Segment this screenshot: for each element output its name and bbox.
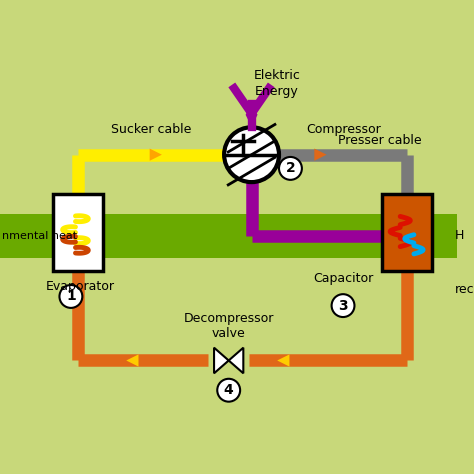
Bar xyxy=(53,193,103,271)
Circle shape xyxy=(224,127,279,182)
Text: 4: 4 xyxy=(224,383,234,397)
Circle shape xyxy=(332,294,355,317)
Circle shape xyxy=(59,285,82,308)
Polygon shape xyxy=(228,348,243,374)
Text: Evaporator: Evaporator xyxy=(46,281,115,293)
Text: 1: 1 xyxy=(66,290,76,303)
Circle shape xyxy=(217,379,240,401)
Bar xyxy=(0,214,457,257)
Text: Sucker cable: Sucker cable xyxy=(111,123,191,137)
Text: Capacitor: Capacitor xyxy=(313,272,373,285)
Text: 3: 3 xyxy=(338,299,348,313)
Text: Presser cable: Presser cable xyxy=(338,135,422,147)
Text: Decompressor
valve: Decompressor valve xyxy=(183,312,274,340)
Polygon shape xyxy=(214,348,228,374)
Text: nmental heat: nmental heat xyxy=(2,231,77,241)
Text: Compressor: Compressor xyxy=(307,123,381,136)
Text: H: H xyxy=(455,229,465,242)
Text: Elektric
Energy: Elektric Energy xyxy=(253,69,300,98)
Circle shape xyxy=(279,157,302,180)
Text: rec: rec xyxy=(455,283,474,296)
Bar xyxy=(382,193,432,271)
Text: 2: 2 xyxy=(285,161,295,175)
